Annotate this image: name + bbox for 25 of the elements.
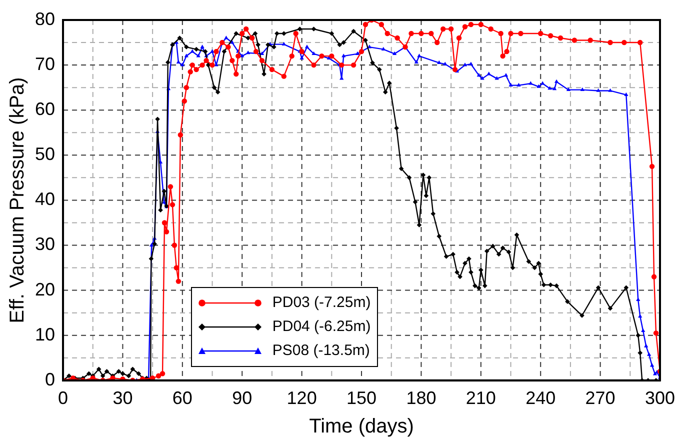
x-tick-label: 300 xyxy=(644,388,676,408)
x-tick-label: 60 xyxy=(172,388,192,408)
legend-label: PD03 (-7.25m) xyxy=(272,294,371,312)
x-tick-label: 0 xyxy=(58,388,68,408)
x-axis-title: Time (days) xyxy=(309,416,414,438)
y-tick-label: 70 xyxy=(34,54,56,74)
y-tick-label: 80 xyxy=(34,8,56,29)
legend-label: PS08 (-13.5m) xyxy=(272,342,370,360)
x-tick-label: 210 xyxy=(466,388,496,408)
y-tick-label: 10 xyxy=(34,324,56,344)
x-tick-label: 30 xyxy=(112,388,133,408)
y-tick-label: 40 xyxy=(34,189,56,210)
y-tick-label: 60 xyxy=(34,99,56,120)
y-tick-label: 30 xyxy=(34,234,56,254)
x-tick-label: 270 xyxy=(585,388,616,408)
x-tick-label: 240 xyxy=(526,388,556,408)
x-tick-label: 120 xyxy=(286,388,317,408)
y-tick-label: 0 xyxy=(45,369,56,390)
y-axis-title: Eff. Vacuum Pressure (kPa) xyxy=(6,77,29,324)
y-tick-label: 20 xyxy=(34,279,56,300)
x-tick-label: 90 xyxy=(232,388,252,408)
y-tick-label: 50 xyxy=(34,144,56,164)
x-tick-label: 180 xyxy=(406,388,436,408)
x-tick-label: 150 xyxy=(346,388,377,408)
legend-label: PD04 (-6.25m) xyxy=(272,318,371,336)
